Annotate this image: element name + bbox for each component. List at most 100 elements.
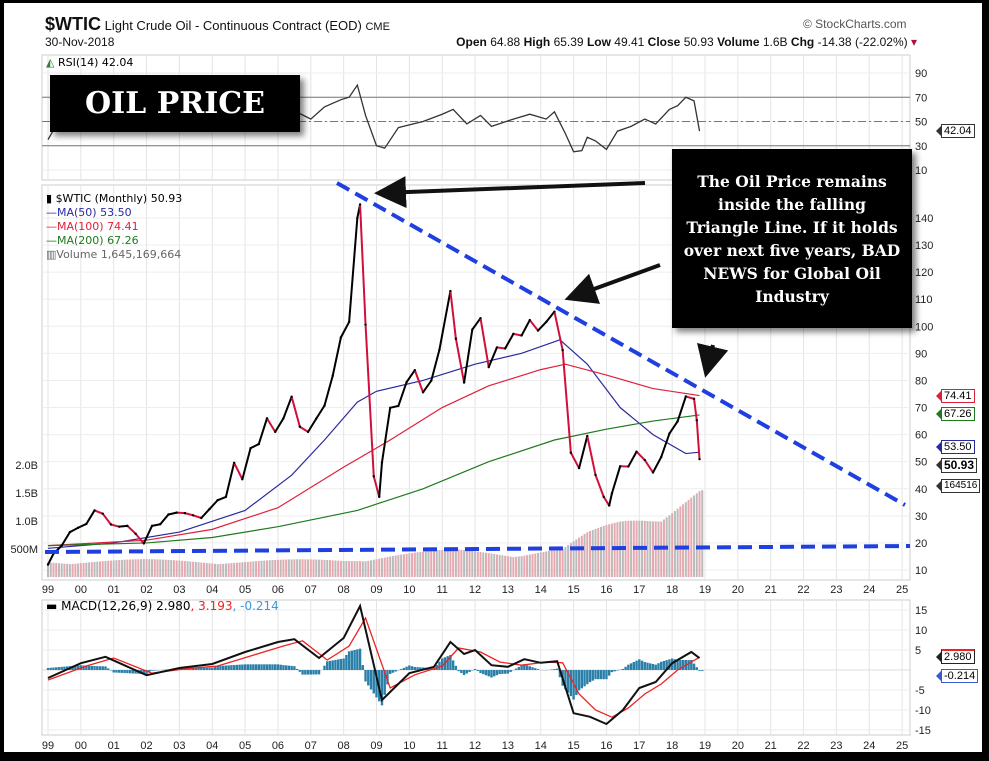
price-point [684,395,688,398]
price-tick-label: 20 [915,538,927,550]
macd-histogram-bar [271,664,274,670]
macd-histogram-bar [224,665,228,670]
price-segment [85,509,96,525]
macd-histogram-bar [586,670,589,685]
price-point [274,430,277,434]
volume-bar [690,497,693,577]
macd-histogram-bar [386,670,389,685]
volume-bar [572,541,575,577]
price-point [93,509,96,512]
volume-bar [334,560,337,577]
macd-histogram-bar [482,670,485,675]
macd-histogram-bar [282,665,285,670]
price-segment [479,317,490,368]
price-segment [496,346,506,350]
x-tick-label: 03 [173,584,185,596]
price-segment [372,476,381,498]
x-tick-label: 20 [732,740,744,752]
macd-histogram-bar [591,670,594,681]
volume-bar [569,543,572,577]
volume-bar [687,499,690,577]
volume-bar [104,560,107,577]
x-tick-label: 22 [797,584,809,596]
volume-bar [348,561,351,577]
macd-histogram-bar [419,667,422,670]
price-point [569,451,573,454]
price-tick-label: 40 [915,484,927,496]
volume-bar [534,553,537,577]
price-segment [151,523,161,527]
volume-bar [337,560,340,577]
macd-tick-label: -15 [915,725,931,737]
macd-histogram-bar [471,670,474,671]
macd-histogram-bar [65,666,69,670]
x-tick-label: 18 [666,584,678,596]
price-point [380,461,384,464]
price-segment [60,531,71,547]
price-point [46,563,50,566]
volume-bar [501,555,504,577]
price-point [60,544,63,547]
macd-histogram-bar [399,669,403,670]
x-tick-label: 19 [699,584,711,596]
price-segment [299,425,309,433]
macd-histogram-bar [230,665,233,670]
volume-bar [326,560,329,577]
rsi-legend: ◭ RSI(14) 42.04 [46,56,133,69]
volume-bar [260,560,263,577]
volume-bar [115,560,118,577]
volume-bar [96,561,99,577]
volume-bar [364,561,367,577]
price-point [183,511,187,515]
price-segment [126,525,137,535]
panel-border [41,184,911,581]
volume-bar [88,562,91,577]
price-segment [454,338,466,383]
price-segment [331,337,342,377]
macd-histogram-bar [257,664,260,670]
volume-bar [485,552,487,577]
volume-bar [287,559,290,577]
volume-bar [244,562,247,577]
macd-histogram-bar [342,658,345,670]
macd-histogram-bar [96,666,99,670]
volume-bar [230,563,233,577]
annotation-note: The Oil Price remains inside the falling… [683,171,901,306]
price-segment [405,369,416,383]
price-point [438,348,441,351]
macd-histogram-bar [252,664,255,670]
price-segment [208,499,219,510]
price-point [134,532,137,535]
volume-bar [561,548,564,577]
ma100-legend: —MA(100) 74.41 [46,220,139,233]
macd-histogram-bar [566,670,570,693]
price-tick-label: 80 [915,375,927,387]
price-segment [192,514,202,519]
macd-histogram-bar [117,670,121,673]
volume-bar [282,559,285,577]
volume-bar [47,562,49,577]
price-segment [504,333,515,349]
price-point [495,346,499,349]
volume-bar [148,559,151,577]
price-point [85,522,88,526]
volume-bar [684,502,687,577]
volume-bar [233,562,236,577]
macd-histogram-bar [476,670,479,672]
volume-bar [213,563,216,577]
volume-bar [553,550,556,577]
volume-bar [370,560,373,577]
volume-bar [118,560,121,577]
volume-bar [290,559,293,577]
macd-histogram-bar [131,670,135,674]
volume-bar [693,495,696,577]
macd-histogram-bar [462,670,466,675]
macd-histogram-bar [153,670,156,671]
price-segment [101,513,112,526]
x-tick-label: 10 [403,740,415,752]
ma200-label: MA(200) 67.26 [57,234,139,247]
macd-histogram-bar [523,664,526,670]
price-point [397,404,400,408]
volume-bar [578,537,581,577]
volume-bar [602,525,605,577]
